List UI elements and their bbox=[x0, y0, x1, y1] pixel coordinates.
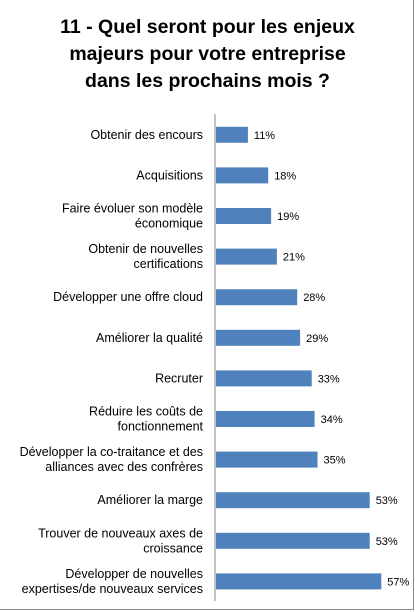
category-label: Développer la co-traitance et des allianc… bbox=[20, 445, 203, 474]
category-label-line: Développer de nouvelles bbox=[65, 567, 203, 581]
category-label: Développer de nouvelles expertises/de nou… bbox=[22, 567, 203, 596]
category-label-line: croissance bbox=[143, 541, 203, 555]
category-label-line: Développer une offre cloud bbox=[53, 290, 203, 304]
chart-title-line-3: dans les prochains mois ? bbox=[85, 70, 330, 92]
category-label: Acquisitions bbox=[136, 168, 203, 182]
category-label-line: Développer la co-traitance et des bbox=[20, 445, 203, 459]
chart-title-line-1: 11 - Quel seront pour les enjeux bbox=[60, 16, 355, 38]
value-label: 53% bbox=[376, 495, 398, 507]
value-label: 57% bbox=[387, 576, 409, 588]
bar bbox=[216, 532, 370, 549]
category-label-line: Réduire les coûts de bbox=[89, 405, 203, 419]
category-label-line: économique bbox=[135, 217, 203, 231]
value-label: 21% bbox=[283, 252, 305, 264]
category-label-line: fonctionnement bbox=[118, 420, 204, 434]
value-label: 19% bbox=[277, 211, 299, 223]
bar bbox=[216, 492, 370, 509]
category-label-line: alliances avec des confrères bbox=[45, 460, 203, 474]
bar bbox=[216, 451, 318, 468]
value-label: 35% bbox=[324, 455, 346, 467]
bar bbox=[216, 329, 301, 346]
bar bbox=[216, 370, 312, 387]
category-label-line: Améliorer la marge bbox=[97, 493, 203, 507]
category-label-line: Améliorer la qualité bbox=[96, 331, 203, 345]
category-label-line: Faire évoluer son modèle bbox=[62, 202, 203, 216]
category-label-line: expertises/de nouveaux services bbox=[22, 582, 203, 596]
category-label: Développer une offre cloud bbox=[53, 290, 203, 304]
bar-rows: Obtenir des encours 11% Acquisitions 18% Fai… bbox=[20, 126, 410, 596]
category-label-line: Acquisitions bbox=[136, 168, 203, 182]
chart-title: 11 - Quel seront pour les enjeux majeurs… bbox=[0, 14, 415, 95]
category-label: Améliorer la qualité bbox=[96, 331, 203, 345]
category-label-line: Trouver de nouveaux axes de bbox=[38, 526, 203, 540]
category-label: Obtenir des encours bbox=[90, 128, 203, 142]
category-label: Trouver de nouveaux axes de croissance bbox=[38, 526, 203, 555]
category-label-line: certifications bbox=[134, 257, 203, 271]
bar bbox=[216, 289, 298, 306]
category-label-line: Obtenir des encours bbox=[90, 128, 203, 142]
bar bbox=[216, 208, 272, 224]
chart-title-line-2: majeurs pour votre entreprise bbox=[69, 43, 346, 65]
bar bbox=[216, 126, 248, 143]
category-label: Faire évoluer son modèle économique bbox=[62, 202, 203, 231]
category-label: Améliorer la marge bbox=[97, 493, 203, 507]
category-label: Obtenir de nouvelles certifications bbox=[88, 242, 203, 271]
value-label: 28% bbox=[303, 292, 325, 304]
value-label: 29% bbox=[306, 333, 328, 345]
value-label: 34% bbox=[321, 414, 343, 426]
bar bbox=[216, 248, 277, 265]
bar bbox=[216, 411, 315, 427]
category-label: Recruter bbox=[155, 371, 203, 385]
value-label: 33% bbox=[318, 373, 340, 385]
value-label: 18% bbox=[274, 170, 296, 182]
value-label: 53% bbox=[376, 536, 398, 548]
value-label: 11% bbox=[254, 130, 275, 142]
category-label-line: Obtenir de nouvelles bbox=[88, 242, 203, 256]
category-label: Réduire les coûts de fonctionnement bbox=[89, 405, 203, 434]
bar bbox=[216, 573, 382, 590]
bar bbox=[216, 167, 269, 184]
category-label-line: Recruter bbox=[155, 371, 203, 385]
